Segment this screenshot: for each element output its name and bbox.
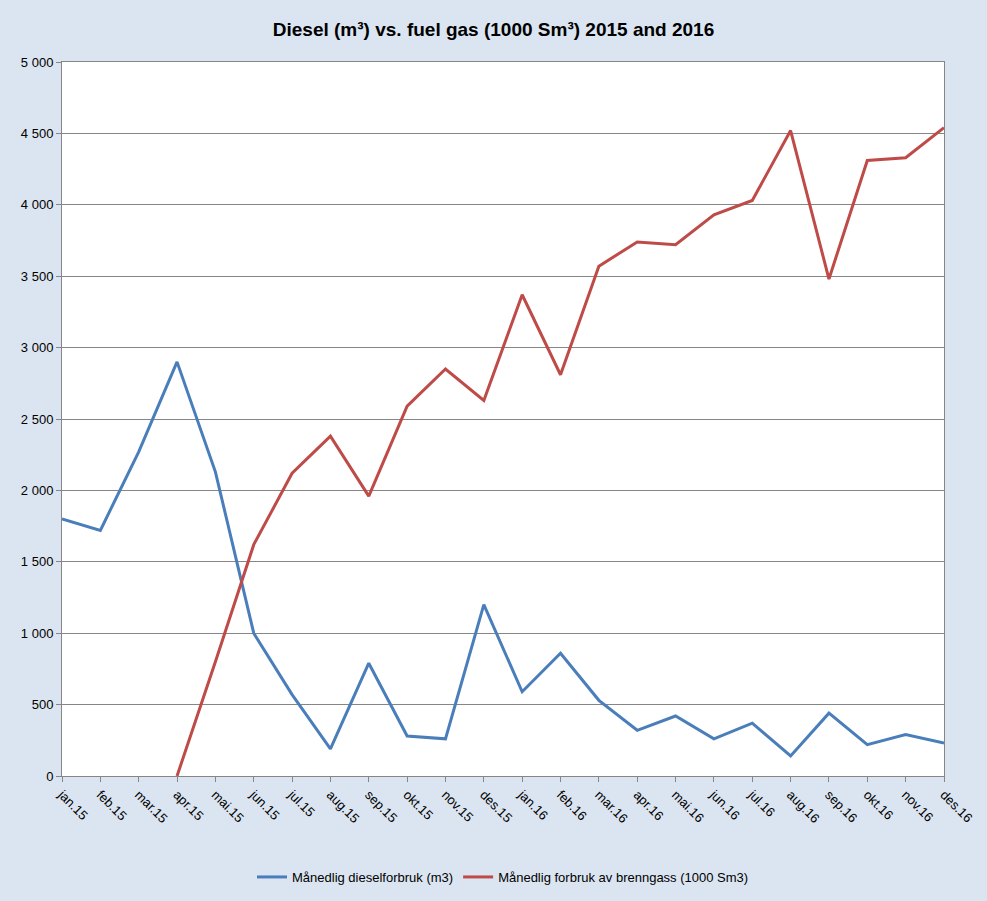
svg-text:0: 0 (46, 769, 53, 784)
svg-text:sep.15: sep.15 (362, 787, 400, 825)
svg-text:aug.15: aug.15 (324, 787, 363, 826)
svg-text:2 000: 2 000 (21, 483, 54, 498)
svg-text:Månedlig dieselforbruk (m3): Månedlig dieselforbruk (m3) (292, 870, 453, 885)
svg-text:mai.15: mai.15 (209, 787, 247, 825)
svg-text:5 000: 5 000 (21, 55, 54, 70)
svg-text:1 500: 1 500 (21, 554, 54, 569)
svg-text:3 000: 3 000 (21, 340, 54, 355)
svg-text:aug.16: aug.16 (784, 787, 823, 826)
svg-text:500: 500 (32, 697, 54, 712)
svg-text:feb.15: feb.15 (94, 787, 130, 823)
svg-text:1 000: 1 000 (21, 626, 54, 641)
svg-text:okt.16: okt.16 (861, 787, 897, 823)
svg-text:2 500: 2 500 (21, 412, 54, 427)
svg-text:nov.16: nov.16 (899, 787, 937, 825)
svg-text:jul.15: jul.15 (285, 787, 318, 820)
svg-text:jun.15: jun.15 (246, 787, 282, 823)
svg-text:nov.15: nov.15 (439, 787, 477, 825)
svg-text:des.16: des.16 (937, 787, 975, 825)
svg-text:mar.16: mar.16 (592, 787, 631, 826)
svg-text:apr.16: apr.16 (631, 787, 667, 823)
svg-text:jan.15: jan.15 (55, 787, 91, 823)
svg-text:feb.16: feb.16 (554, 787, 590, 823)
svg-text:apr.15: apr.15 (170, 787, 206, 823)
svg-text:Månedlig forbruk av brenngass: Månedlig forbruk av brenngass (1000 Sm3) (498, 870, 748, 885)
svg-text:jan.16: jan.16 (515, 787, 551, 823)
svg-text:des.15: des.15 (477, 787, 515, 825)
svg-text:3 500: 3 500 (21, 269, 54, 284)
svg-text:jun.16: jun.16 (706, 787, 742, 823)
svg-text:4 500: 4 500 (21, 126, 54, 141)
svg-text:mai.16: mai.16 (669, 787, 707, 825)
svg-text:mar.15: mar.15 (132, 787, 171, 826)
svg-text:sep.16: sep.16 (822, 787, 860, 825)
svg-text:okt.15: okt.15 (400, 787, 436, 823)
svg-text:jul.16: jul.16 (745, 787, 778, 820)
svg-text:Diesel (m³) vs. fuel gas (1000: Diesel (m³) vs. fuel gas (1000 Sm³) 2015… (273, 19, 714, 40)
svg-text:4 000: 4 000 (21, 197, 54, 212)
